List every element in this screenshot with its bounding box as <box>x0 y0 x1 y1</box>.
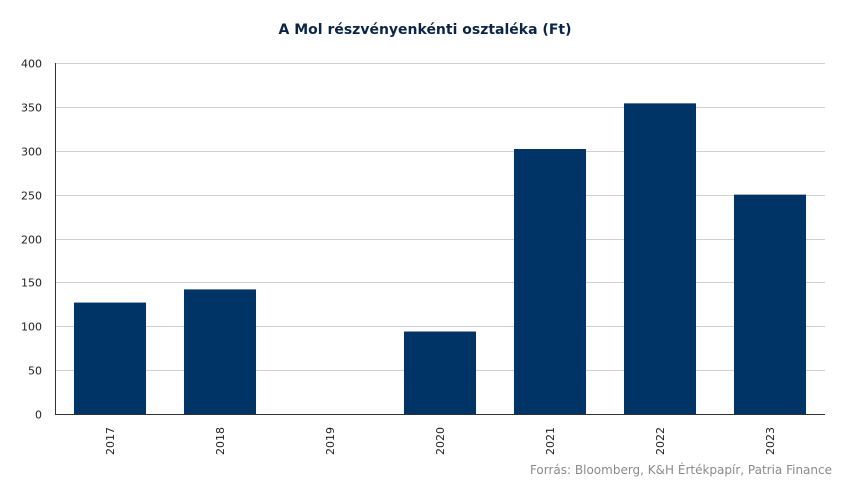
bar-2017 <box>73 302 147 414</box>
chart-title: A Mol részvényenkénti osztaléka (Ft) <box>278 22 572 38</box>
x-tick-label: 2022 <box>654 427 667 455</box>
x-tick-labels: 2017 2018 2019 2020 2021 2022 2023 <box>104 427 777 455</box>
y-tick-label: 400 <box>21 58 42 71</box>
y-tick-label: 50 <box>28 365 42 378</box>
y-tick-label: 250 <box>21 190 42 203</box>
x-tick-label: 2018 <box>214 427 227 455</box>
axes <box>55 63 825 415</box>
x-tick-label: 2020 <box>434 427 447 455</box>
gridlines <box>55 63 825 371</box>
x-tick-label: 2019 <box>324 427 337 455</box>
y-tick-label: 300 <box>21 146 42 159</box>
x-tick-label: 2021 <box>544 427 557 455</box>
y-tick-label: 0 <box>35 409 42 422</box>
y-tick-label: 150 <box>21 277 42 290</box>
bar-2022 <box>623 103 697 415</box>
source-note: Forrás: Bloomberg, K&H Értékpapír, Patri… <box>529 463 832 477</box>
y-tick-label: 350 <box>21 102 42 115</box>
bars <box>73 103 807 415</box>
bar-2023 <box>733 194 807 414</box>
x-tick-label: 2023 <box>764 427 777 455</box>
y-tick-label: 200 <box>21 234 42 247</box>
bar-2020 <box>403 331 477 414</box>
bar-2018 <box>183 289 257 414</box>
x-tick-label: 2017 <box>104 427 117 455</box>
y-tick-labels: 0 50 100 150 200 250 300 350 400 <box>21 58 42 422</box>
bar-2021 <box>513 148 587 414</box>
y-tick-label: 100 <box>21 321 42 334</box>
